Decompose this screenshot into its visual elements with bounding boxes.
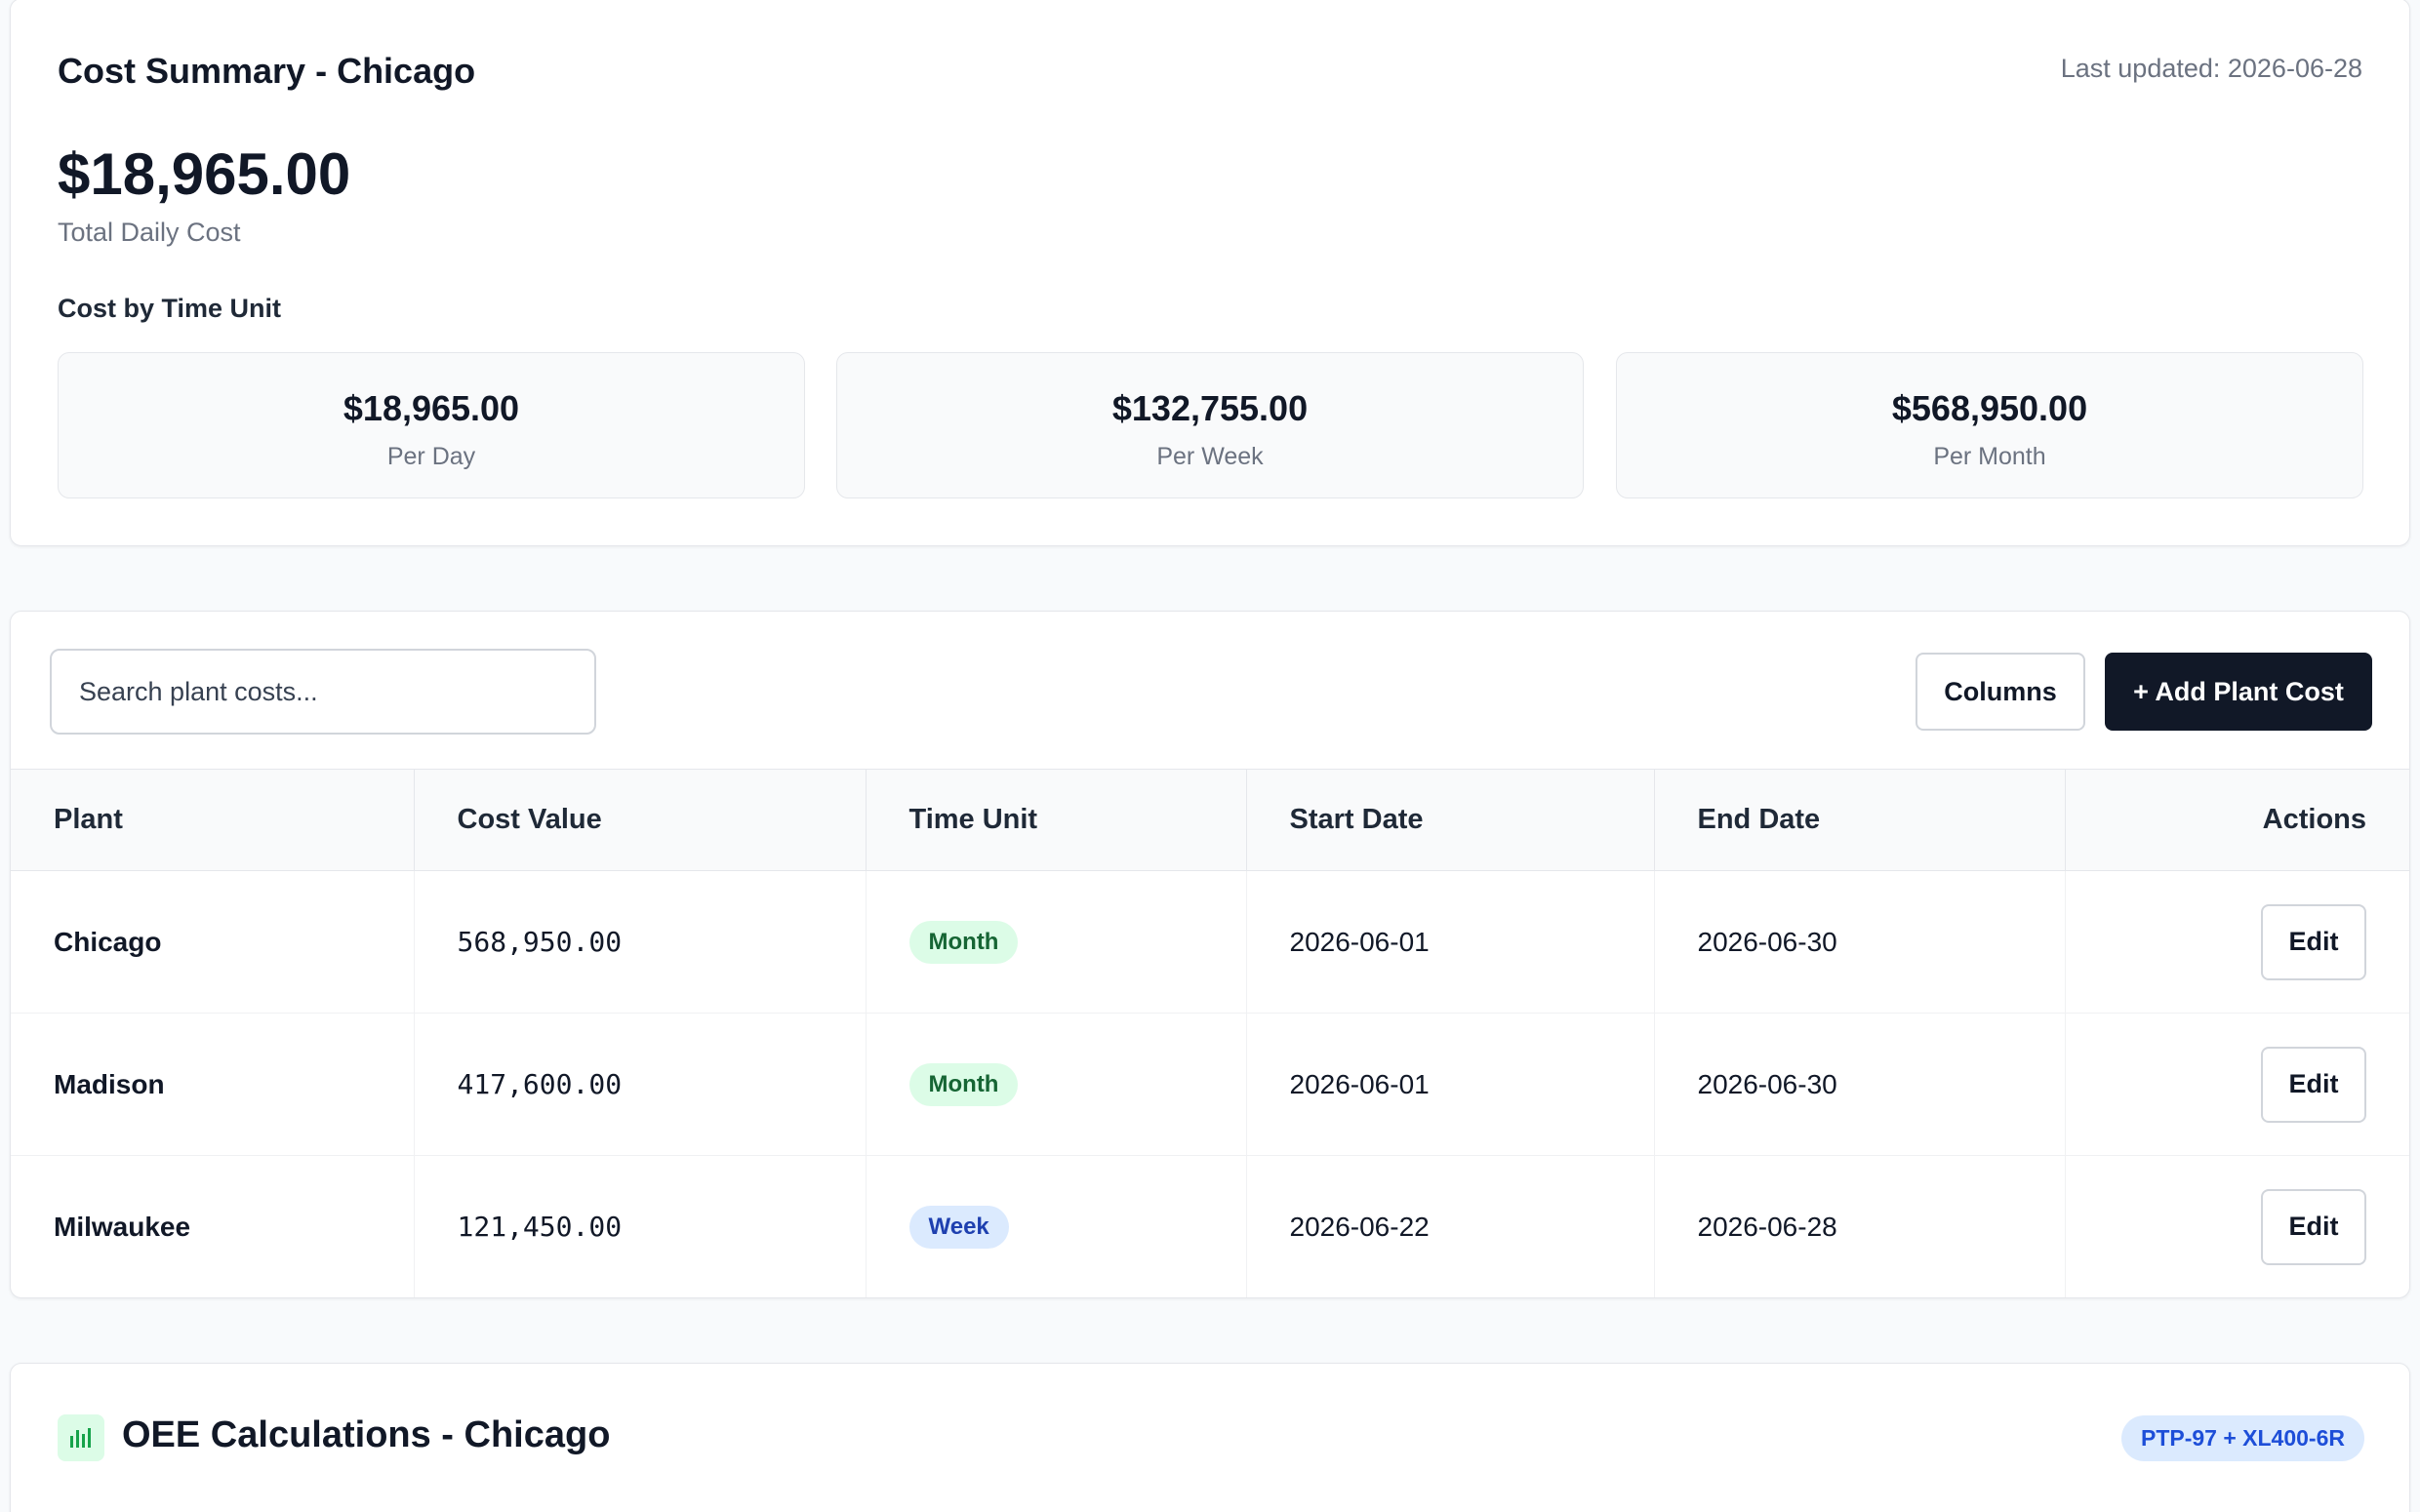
header-cost-value[interactable]: Cost Value [414,769,867,871]
columns-button[interactable]: Columns [1916,653,2085,731]
plant-costs-card: Columns + Add Plant Cost Plant Cost Valu… [10,611,2410,1298]
time-unit-cell: Month [866,870,1247,1014]
start-date-cell: 2026-06-01 [1246,870,1655,1014]
time-unit-cell: Week [866,1155,1247,1297]
end-date-cell: 2026-06-28 [1654,1155,2066,1297]
header-start-date[interactable]: Start Date [1246,769,1655,871]
per-week-label: Per Week [1156,443,1264,470]
header-actions: Actions [2065,769,2409,871]
edit-button[interactable]: Edit [2261,903,2366,980]
bar-chart-icon [58,1414,104,1461]
per-week-value: $132,755.00 [1111,388,1309,428]
per-month-label: Per Month [1933,443,2046,470]
last-updated-text: Last updated: 2026-06-28 [2060,54,2362,83]
cost-value-cell: 568,950.00 [414,870,867,1014]
edit-button[interactable]: Edit [2261,1046,2366,1123]
per-month-box: $568,950.00 Per Month [1616,352,2363,498]
start-date-cell: 2026-06-22 [1246,1155,1655,1297]
plant-name-cell: Madison [11,1013,415,1156]
actions-cell: Edit [2065,1013,2409,1156]
search-plant-costs-input[interactable] [50,649,596,735]
header-end-date[interactable]: End Date [1654,769,2066,871]
end-date-cell: 2026-06-30 [1654,1013,2066,1156]
time-unit-badge: Week [908,1205,1009,1249]
table-row: Madison 417,600.00 Month 2026-06-01 2026… [11,1013,2409,1156]
time-unit-badge: Month [908,1062,1019,1106]
total-daily-cost-value: $18,965.00 [58,141,351,207]
cost-value-cell: 121,450.00 [414,1155,867,1297]
edit-button[interactable]: Edit [2261,1188,2366,1265]
per-day-box: $18,965.00 Per Day [58,352,805,498]
table-row: Chicago 568,950.00 Month 2026-06-01 2026… [11,870,2409,1014]
start-date-cell: 2026-06-01 [1246,1013,1655,1156]
header-time-unit[interactable]: Time Unit [866,769,1247,871]
plant-name-cell: Chicago [11,870,415,1014]
oee-calculations-card: OEE Calculations - Chicago PTP-97 + XL40… [10,1363,2410,1512]
end-date-cell: 2026-06-30 [1654,870,2066,1014]
per-month-value: $568,950.00 [1891,388,2088,428]
actions-cell: Edit [2065,1156,2409,1298]
per-day-value: $18,965.00 [343,388,520,428]
cost-summary-card: Cost Summary - Chicago Last updated: 202… [10,0,2410,546]
plant-name-cell: Milwaukee [11,1155,415,1297]
header-plant[interactable]: Plant [11,769,415,871]
per-day-label: Per Day [386,443,476,470]
total-daily-cost-label: Total Daily Cost [58,218,241,247]
table-header-row: Plant Cost Value Time Unit Start Date En… [11,769,2409,871]
equipment-badge: PTP-97 + XL400-6R [2120,1415,2364,1461]
cost-value-cell: 417,600.00 [414,1013,867,1156]
summary-title: Cost Summary - Chicago [58,51,476,91]
table-row: Milwaukee 121,450.00 Week 2026-06-22 202… [11,1155,2409,1298]
oee-title: OEE Calculations - Chicago [122,1414,611,1455]
add-plant-cost-button[interactable]: + Add Plant Cost [2105,653,2372,731]
per-week-box: $132,755.00 Per Week [836,352,1584,498]
actions-cell: Edit [2065,870,2409,1014]
time-unit-badge: Month [908,920,1019,964]
plant-costs-table: Plant Cost Value Time Unit Start Date En… [11,769,2409,1298]
time-unit-cell: Month [866,1013,1247,1156]
cost-by-time-unit-heading: Cost by Time Unit [58,294,282,323]
